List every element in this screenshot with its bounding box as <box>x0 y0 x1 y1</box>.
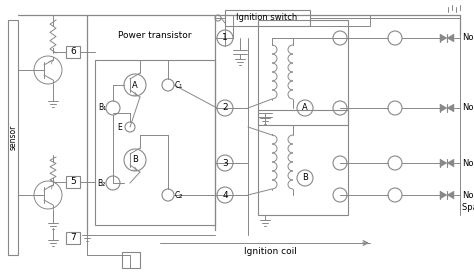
Text: A: A <box>132 81 138 89</box>
Text: 5: 5 <box>70 178 76 186</box>
Text: 1: 1 <box>222 34 228 42</box>
Text: sensor: sensor <box>9 124 18 150</box>
Text: 4: 4 <box>222 191 228 199</box>
Text: E: E <box>117 122 122 132</box>
Text: Spark plug: Spark plug <box>462 204 474 212</box>
Polygon shape <box>447 104 454 112</box>
Bar <box>66 232 80 244</box>
Polygon shape <box>440 104 447 112</box>
Bar <box>122 252 140 268</box>
Text: Ignition switch: Ignition switch <box>237 14 298 22</box>
Bar <box>8 20 18 255</box>
Text: No.2: No.2 <box>462 158 474 168</box>
Polygon shape <box>447 191 454 199</box>
Text: 3: 3 <box>222 158 228 168</box>
Bar <box>66 176 80 188</box>
Text: 7: 7 <box>70 234 76 242</box>
Text: Ignition coil: Ignition coil <box>244 248 296 257</box>
Text: No.3: No.3 <box>462 191 474 199</box>
Text: B: B <box>302 173 308 183</box>
Bar <box>258 20 348 125</box>
Polygon shape <box>440 191 447 199</box>
Text: No.1: No.1 <box>462 34 474 42</box>
Text: B: B <box>132 155 138 165</box>
Text: C₁: C₁ <box>175 81 183 89</box>
Polygon shape <box>447 159 454 167</box>
Bar <box>66 46 80 58</box>
Bar <box>225 10 310 26</box>
Text: Power transistor: Power transistor <box>118 32 192 40</box>
Bar <box>95 60 215 225</box>
Text: B₁: B₁ <box>98 104 106 112</box>
Text: 2: 2 <box>222 104 228 112</box>
Text: No.4: No.4 <box>462 104 474 112</box>
Text: A: A <box>302 104 308 112</box>
Polygon shape <box>440 159 447 167</box>
Bar <box>258 110 348 215</box>
Text: C₂: C₂ <box>175 191 183 199</box>
Text: B₂: B₂ <box>98 178 106 188</box>
Polygon shape <box>440 34 447 42</box>
Polygon shape <box>447 34 454 42</box>
Text: 6: 6 <box>70 47 76 57</box>
